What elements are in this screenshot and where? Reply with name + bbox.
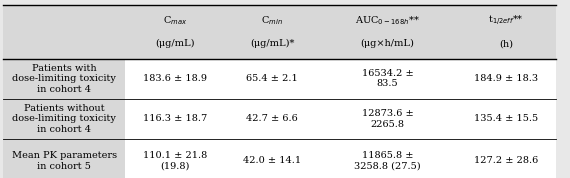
Text: 42.7 ± 6.6: 42.7 ± 6.6 [246, 114, 298, 123]
Text: 11865.8 ±
3258.8 (27.5): 11865.8 ± 3258.8 (27.5) [355, 151, 421, 171]
Text: 116.3 ± 18.7: 116.3 ± 18.7 [143, 114, 207, 123]
Text: (h): (h) [499, 39, 513, 48]
Text: AUC$_{0-168h}$**: AUC$_{0-168h}$** [355, 14, 420, 27]
Text: 183.6 ± 18.9: 183.6 ± 18.9 [143, 74, 207, 83]
Text: 184.9 ± 18.3: 184.9 ± 18.3 [474, 74, 538, 83]
Text: C$_{max}$: C$_{max}$ [163, 14, 188, 27]
Text: 127.2 ± 28.6: 127.2 ± 28.6 [474, 156, 538, 165]
Text: (μg×h/mL): (μg×h/mL) [361, 39, 414, 48]
Text: 135.4 ± 15.5: 135.4 ± 15.5 [474, 114, 538, 123]
Text: 65.4 ± 2.1: 65.4 ± 2.1 [246, 74, 298, 83]
Text: (μg/mL): (μg/mL) [156, 39, 195, 48]
Text: t$_{1/2eff}$**: t$_{1/2eff}$** [488, 13, 524, 28]
Text: Mean PK parameters
in cohort 5: Mean PK parameters in cohort 5 [11, 151, 117, 171]
Text: Patients without
dose-limiting toxicity
in cohort 4: Patients without dose-limiting toxicity … [12, 104, 116, 134]
Text: Patients with
dose-limiting toxicity
in cohort 4: Patients with dose-limiting toxicity in … [12, 64, 116, 94]
Text: C$_{min}$: C$_{min}$ [261, 14, 283, 27]
Text: 12873.6 ±
2265.8: 12873.6 ± 2265.8 [362, 109, 413, 129]
Text: 16534.2 ±
83.5: 16534.2 ± 83.5 [362, 69, 413, 88]
Text: 42.0 ± 14.1: 42.0 ± 14.1 [243, 156, 301, 165]
Text: (μg/mL)*: (μg/mL)* [250, 39, 294, 48]
Text: 110.1 ± 21.8
(19.8): 110.1 ± 21.8 (19.8) [143, 151, 207, 171]
